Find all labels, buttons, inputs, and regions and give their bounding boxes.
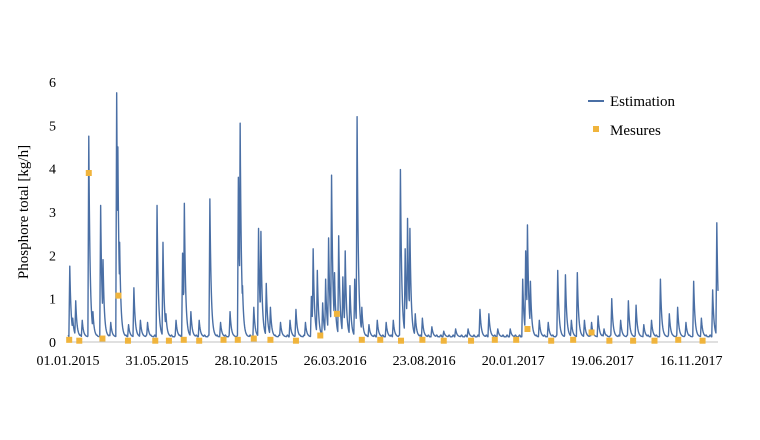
mesure-point <box>180 336 187 343</box>
mesure-point <box>377 336 384 343</box>
x-tick-label: 26.03.2016 <box>304 354 367 369</box>
x-tick-label: 31.05.2015 <box>126 354 189 369</box>
y-tick-label: 6 <box>49 76 56 91</box>
mesure-point <box>398 337 405 344</box>
series-estimation-line <box>67 92 719 338</box>
mesure-point <box>699 337 706 344</box>
mesure-point <box>491 336 498 343</box>
plot-area <box>66 92 719 344</box>
legend-mesures-label: Mesures <box>610 123 661 139</box>
x-axis: 01.01.2015 31.05.2015 28.10.2015 26.03.2016… <box>37 341 723 369</box>
mesure-point <box>99 335 106 342</box>
y-axis: 0 1 2 3 4 5 6 <box>49 76 56 351</box>
x-tick-label: 23.08.2016 <box>393 354 456 369</box>
x-tick-label: 20.01.2017 <box>482 354 545 369</box>
mesure-point <box>630 337 637 344</box>
y-tick-label: 5 <box>49 119 56 134</box>
y-tick-label: 1 <box>49 293 56 308</box>
mesure-point <box>124 337 131 344</box>
mesure-point <box>570 336 577 343</box>
mesure-point <box>234 336 241 343</box>
legend-mesures-swatch <box>593 126 599 132</box>
mesure-point <box>333 310 340 317</box>
y-tick-label: 2 <box>49 249 56 264</box>
mesure-point <box>419 336 426 343</box>
x-tick-label: 01.01.2015 <box>37 354 100 369</box>
mesure-point <box>220 336 227 343</box>
mesure-point <box>292 337 299 344</box>
mesure-point <box>606 337 613 344</box>
mesure-point <box>66 336 73 343</box>
mesure-point <box>548 337 555 344</box>
legend: Estimation Mesures <box>588 94 675 139</box>
mesure-point <box>588 329 595 336</box>
mesure-point <box>317 332 324 339</box>
mesure-point <box>250 335 257 342</box>
y-tick-label: 0 <box>49 336 56 351</box>
mesure-point <box>115 292 122 299</box>
mesure-point <box>358 336 365 343</box>
mesure-point <box>440 337 447 344</box>
x-tick-label: 28.10.2015 <box>215 354 278 369</box>
mesure-point <box>85 170 92 176</box>
y-tick-label: 4 <box>49 163 56 178</box>
legend-estimation-label: Estimation <box>610 94 675 110</box>
mesure-point <box>651 337 658 344</box>
mesure-point <box>165 337 172 344</box>
mesure-point <box>675 336 682 343</box>
mesure-point <box>513 336 520 343</box>
x-tick-label: 19.06.2017 <box>571 354 634 369</box>
mesure-point <box>196 337 203 344</box>
mesure-point <box>76 337 83 344</box>
mesure-point <box>524 326 531 332</box>
mesure-point <box>267 336 274 343</box>
mesure-point <box>468 337 475 344</box>
y-tick-label: 3 <box>49 206 56 221</box>
y-axis-title: Phosphore total [kg/h] <box>16 145 32 279</box>
x-tick-label: 16.11.2017 <box>660 354 722 369</box>
mesure-point <box>152 337 159 344</box>
